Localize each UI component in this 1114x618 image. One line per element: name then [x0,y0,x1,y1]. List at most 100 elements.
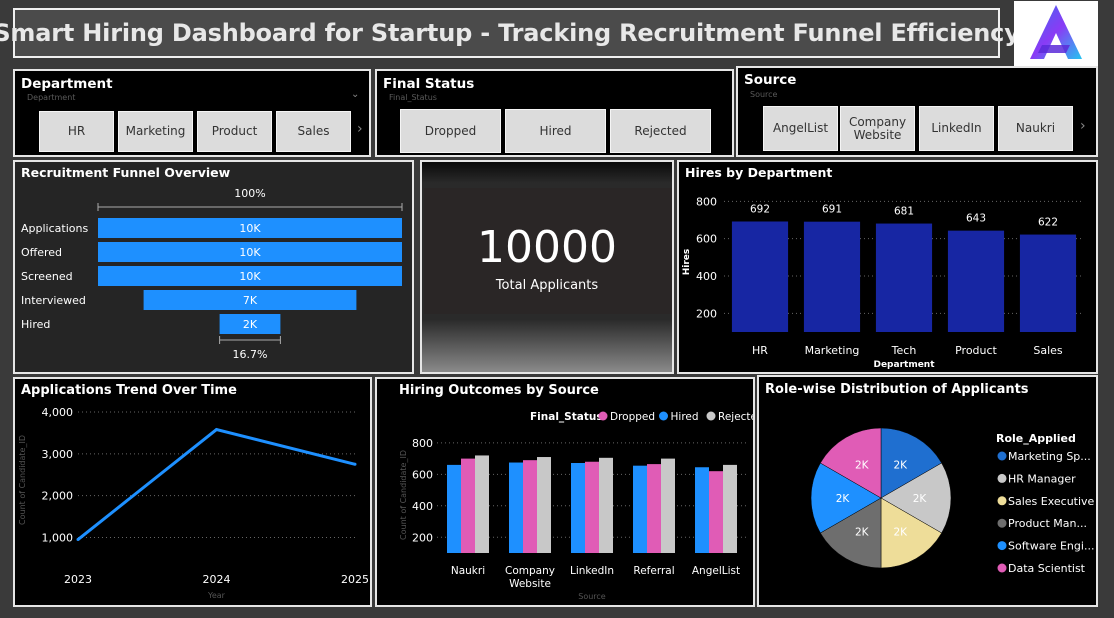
final-status-slicer-title: Final Status [383,76,475,92]
slicer-item-hr[interactable]: HR [39,111,114,152]
trend-chart: 1,000 2,000 3,000 4,000 Count of Candidate_I… [18,406,369,600]
legend-marker [997,496,1007,506]
legend-marker [997,451,1007,461]
hires-bar [731,221,789,332]
outcomes-bar [599,457,613,553]
page-title: Smart Hiring Dashboard for Startup - Tra… [0,19,1020,47]
trend-ytick: 3,000 [42,448,74,461]
hires-xtick: Marketing [805,344,860,357]
funnel-category-label: Interviewed [21,294,86,307]
trend-ylabel: Count of Candidate_ID [18,435,27,525]
pie-slice-label: 2K [836,493,851,505]
funnel-category-label: Applications [21,222,88,235]
funnel-bar [143,290,357,310]
funnel-bar [98,266,402,286]
outcomes-xtick: Referral [633,565,674,577]
slicer-item-angellist[interactable]: AngelList [763,106,838,151]
kpi-card: 10000 Total Applicants [420,160,674,374]
slicer-item-dropped[interactable]: Dropped [400,109,501,153]
pie-legend-item: Product Man... [1008,517,1087,530]
outcomes-xtick: AngelList [692,565,740,577]
chevron-right-icon[interactable]: › [1080,118,1086,134]
slicer-item-marketing[interactable]: Marketing [118,111,193,152]
outcomes-xtick: Website [509,578,551,590]
logo-a-icon [1030,5,1082,59]
pie-slice-label: 2K [855,460,870,472]
outcomes-bar [633,465,647,553]
title-bar: Smart Hiring Dashboard for Startup - Tra… [0,8,1020,58]
funnel-top-pct: 100% [234,187,265,200]
slicer-item-naukri[interactable]: Naukri [998,106,1073,151]
department-slicer-title: Department [21,76,113,92]
trend-ytick: 1,000 [42,531,74,544]
legend-marker [997,518,1007,528]
slicer-item-hired[interactable]: Hired [505,109,606,153]
hires-ytick: 600 [696,233,717,246]
trend-point [353,462,357,466]
slicer-item-rejected[interactable]: Rejected [610,109,711,153]
pie-legend-item: Marketing Sp... [1008,450,1091,463]
hires-ytick: 800 [696,195,717,208]
outcomes-xlabel: Source [578,592,606,601]
slicer-item-product[interactable]: Product [197,111,272,152]
legend-marker [997,563,1007,573]
trend-xlabel: Year [207,591,226,600]
outcomes-bar [461,458,475,553]
funnel-bottom-pct: 16.7% [233,348,268,361]
outcomes-xtick: Naukri [451,565,485,577]
outcomes-ytick: 200 [412,531,433,544]
slicer-item-company-website[interactable]: Company Website [840,106,915,151]
outcomes-legend-item: Hired [671,411,699,423]
outcomes-bar [537,457,551,553]
pie-slice [820,497,882,569]
pie-legend-item: Sales Executive [1008,495,1095,508]
outcomes-bar [661,458,675,553]
legend-marker [706,411,716,421]
slicer-item-sales[interactable]: Sales [276,111,351,152]
legend-marker [997,473,1007,483]
pie-slice [810,462,882,534]
outcomes-bar [695,467,709,553]
pie-slice [880,497,942,569]
slicer-item-linkedin[interactable]: LinkedIn [919,106,994,151]
outcomes-bar [571,463,585,553]
outcomes-bar [723,464,737,553]
hires-ytick: 200 [696,307,717,320]
hires-data-label: 691 [822,204,842,216]
department-slicer-sub: Department [27,93,76,102]
chevron-down-icon[interactable]: ⌄ [351,89,360,100]
role-distribution-panel: Role-wise Distribution of Applicants 2K 2… [757,375,1098,607]
chevron-right-icon[interactable]: › [357,121,363,137]
source-slicer: Source Source AngelList Company Website … [736,66,1098,157]
funnel-category-label: Screened [21,270,73,283]
hiring-outcomes-panel: Hiring Outcomes by Source Final_Status Dr… [375,377,755,607]
outcomes-bar [509,462,523,553]
pie-slice-label: 2K [855,526,870,538]
funnel-category-label: Offered [21,246,62,259]
funnel-bar-label: 10K [239,270,261,283]
hires-data-label: 643 [966,213,986,225]
hires-bar [875,223,933,332]
final-status-slicer-sub: Final_Status [389,93,437,102]
hires-xtick: Product [955,344,997,357]
legend-marker [598,411,608,421]
hires-bar [947,230,1005,332]
trend-point [76,538,80,542]
pie-slice-label: 2K [893,526,908,538]
trend-ytick: 4,000 [42,406,74,419]
hires-data-label: 692 [750,203,770,215]
trend-title: Applications Trend Over Time [21,383,237,398]
source-slicer-title: Source [744,72,797,88]
funnel-bar-label: 10K [239,222,261,235]
outcomes-bar [475,455,489,553]
final-status-slicer: Final Status Final_Status Dropped Hired … [375,69,734,157]
outcomes-bar [523,460,537,553]
pie-legend-title: Role_Applied [996,432,1076,445]
pie-legend-item: Data Scientist [1008,562,1086,575]
funnel-category-label: Hired [21,318,50,331]
trend-ytick: 2,000 [42,490,74,503]
trend-xtick: 2024 [203,573,231,586]
department-slicer: Department Department ⌄ HR Marketing Pro… [13,69,371,157]
funnel-bar [98,218,402,238]
outcomes-ytick: 600 [412,468,433,481]
